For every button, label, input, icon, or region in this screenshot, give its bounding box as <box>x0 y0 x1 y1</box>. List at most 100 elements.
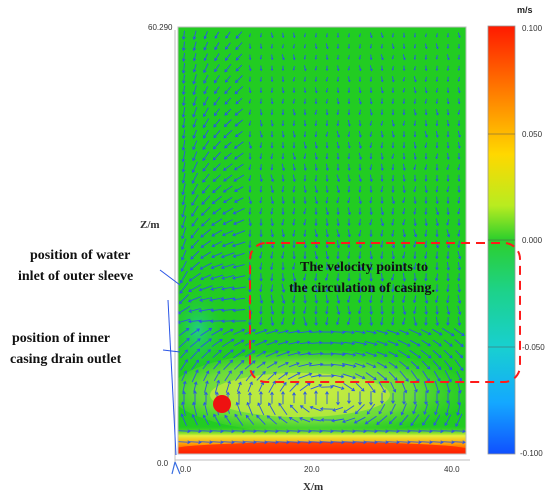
velocity-vector-head <box>198 308 203 313</box>
velocity-vector-head <box>281 79 285 83</box>
velocity-vector <box>402 197 406 203</box>
velocity-vector <box>298 330 312 334</box>
velocity-vector-head <box>249 381 253 386</box>
velocity-vector-head <box>214 57 218 62</box>
velocity-vector-head <box>314 145 318 149</box>
velocity-vector-head <box>340 341 345 346</box>
velocity-vector <box>203 414 209 426</box>
velocity-vector <box>408 328 422 336</box>
velocity-vector-head <box>380 278 385 282</box>
velocity-vector-head <box>325 223 329 227</box>
velocity-vector-head <box>180 413 185 418</box>
velocity-vector-head <box>281 123 285 127</box>
velocity-vector-head <box>336 157 340 160</box>
velocity-vector <box>414 152 416 160</box>
velocity-vector <box>353 430 367 432</box>
velocity-vector-head <box>435 123 439 127</box>
velocity-vector-head <box>369 145 372 149</box>
velocity-vector <box>190 239 200 249</box>
velocity-vector <box>303 283 307 293</box>
velocity-vector <box>336 317 340 325</box>
velocity-vector-head <box>359 68 362 72</box>
velocity-vector-head <box>413 112 417 116</box>
velocity-vector <box>223 174 233 182</box>
velocity-vector-head <box>281 112 285 116</box>
colorbar-label-000: 0.000 <box>522 236 543 245</box>
velocity-vector <box>214 380 220 394</box>
velocity-vector <box>370 197 372 203</box>
velocity-vector-head <box>270 322 275 327</box>
velocity-vector <box>413 186 417 192</box>
velocity-vector <box>331 418 345 422</box>
velocity-vector-head <box>380 145 384 149</box>
velocity-vector-head <box>248 90 252 94</box>
velocity-vector-head <box>381 35 384 39</box>
velocity-vector-head <box>457 289 462 293</box>
velocity-vector <box>381 273 383 281</box>
velocity-vector-head <box>391 277 394 281</box>
velocity-vector-head <box>198 319 202 324</box>
velocity-vector <box>259 174 263 182</box>
velocity-vector <box>225 53 231 61</box>
velocity-vector-head <box>383 377 388 381</box>
velocity-vector-head <box>181 102 186 107</box>
velocity-vector <box>424 262 428 270</box>
velocity-vector <box>380 295 384 303</box>
velocity-vector <box>347 174 351 182</box>
velocity-vector-head <box>281 145 285 149</box>
velocity-vector-head <box>292 201 296 205</box>
velocity-vector-head <box>370 68 373 72</box>
velocity-vector <box>325 250 329 260</box>
velocity-vector <box>435 108 439 116</box>
velocity-vector <box>224 86 232 94</box>
velocity-vector-head <box>181 235 185 240</box>
velocity-vector-head <box>347 311 352 316</box>
velocity-vector <box>259 262 263 270</box>
velocity-vector-head <box>314 212 318 216</box>
velocity-vector-head <box>403 57 406 61</box>
velocity-vector-head <box>424 278 428 282</box>
velocity-vector <box>203 129 209 139</box>
velocity-vector-head <box>413 134 417 138</box>
velocity-vector-head <box>202 124 207 129</box>
velocity-vector <box>458 283 460 293</box>
velocity-vector <box>234 163 244 171</box>
velocity-vector-head <box>457 190 461 194</box>
velocity-vector-head <box>343 409 347 413</box>
x-tick-40: 40.0 <box>444 465 460 474</box>
velocity-vector-head <box>198 429 202 434</box>
velocity-vector-head <box>285 361 289 366</box>
velocity-vector <box>424 283 428 293</box>
velocity-vector <box>232 286 246 290</box>
velocity-vector-head <box>190 235 194 239</box>
velocity-vector <box>224 141 232 149</box>
velocity-vector <box>292 152 296 160</box>
velocity-vector-head <box>363 342 368 346</box>
velocity-vector <box>403 174 405 182</box>
velocity-vector-head <box>278 402 282 407</box>
velocity-vector-head <box>435 267 439 271</box>
velocity-vector-head <box>211 254 215 259</box>
velocity-vector-head <box>407 440 411 445</box>
velocity-vector-head <box>369 46 372 49</box>
velocity-vector <box>248 65 252 71</box>
velocity-vector-head <box>225 46 229 50</box>
velocity-vector <box>414 207 416 215</box>
velocity-vector <box>377 371 387 381</box>
velocity-vector-head <box>336 145 340 149</box>
velocity-vector-head <box>384 331 389 335</box>
velocity-vector <box>293 218 295 226</box>
velocity-vector-head <box>401 300 406 304</box>
velocity-vector <box>309 430 323 432</box>
velocity-vector-head <box>446 267 451 271</box>
velocity-vector-head <box>325 179 329 183</box>
velocity-vector <box>259 197 263 203</box>
velocity-vector-head <box>303 322 308 327</box>
velocity-vector <box>183 30 185 40</box>
velocity-vector-head <box>248 35 251 38</box>
velocity-vector <box>213 174 221 182</box>
velocity-vector-head <box>347 123 351 127</box>
velocity-vector <box>260 284 262 292</box>
velocity-vector <box>181 227 187 239</box>
velocity-vector <box>200 274 212 280</box>
